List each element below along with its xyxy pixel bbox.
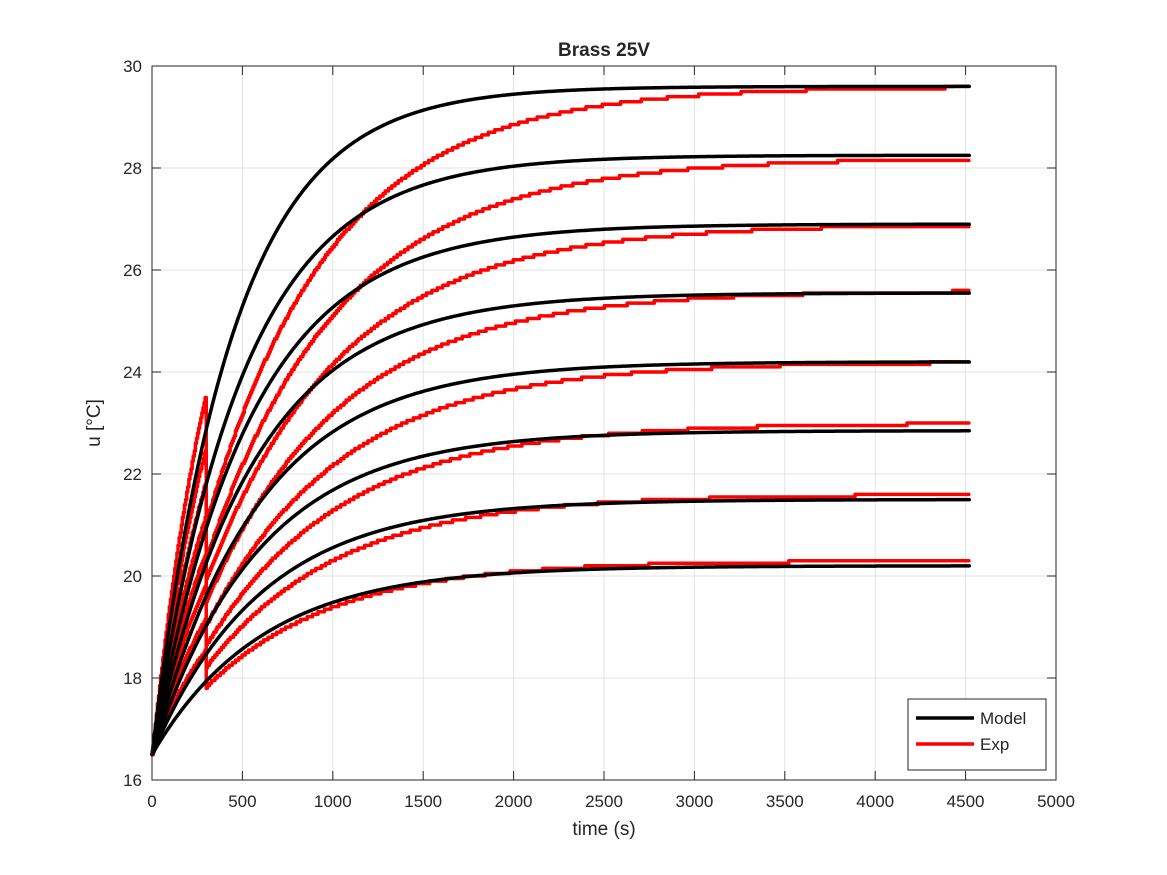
exp-curve-8 <box>150 558 971 757</box>
plot-lines <box>150 84 971 757</box>
x-tick-label: 1000 <box>314 792 352 811</box>
y-tick-label: 26 <box>123 261 142 280</box>
exp-curve-2 <box>150 158 971 757</box>
y-tick-label: 18 <box>123 669 142 688</box>
exp-curve-6 <box>150 421 971 757</box>
x-tick-label: 2000 <box>495 792 533 811</box>
legend-label-exp: Exp <box>980 735 1009 754</box>
model-curve-5 <box>150 360 971 757</box>
x-tick-label: 0 <box>147 792 156 811</box>
x-tick-label: 3000 <box>675 792 713 811</box>
exp-curve-5 <box>150 360 971 757</box>
model-curve-8 <box>150 564 971 757</box>
y-axis-label: u [°C] <box>84 399 105 447</box>
model-curve-2 <box>150 153 971 757</box>
model-curve-3 <box>150 222 971 757</box>
x-tick-label: 500 <box>228 792 256 811</box>
x-axis-label: time (s) <box>572 819 635 840</box>
axis-ticks: 0 500 1000 1500 2000 2500 3000 3500 4000 4500 5000… <box>123 57 1075 811</box>
model-curve-6 <box>150 429 971 757</box>
exp-curve-1 <box>150 84 971 757</box>
x-tick-label: 5000 <box>1037 792 1075 811</box>
model-curve-4 <box>150 291 971 757</box>
y-tick-label: 30 <box>123 57 142 76</box>
y-tick-label: 22 <box>123 465 142 484</box>
y-tick-label: 28 <box>123 159 142 178</box>
y-tick-label: 20 <box>123 567 142 586</box>
x-tick-label: 3500 <box>766 792 804 811</box>
legend-box <box>907 698 1047 771</box>
chart-title: Brass 25V <box>558 40 650 61</box>
x-tick-label: 4500 <box>947 792 985 811</box>
legend: Model Exp <box>907 698 1047 771</box>
x-tick-label: 1500 <box>404 792 442 811</box>
model-curve-7 <box>150 497 971 757</box>
exp-curve-7 <box>150 492 971 757</box>
model-curve-1 <box>150 84 971 757</box>
y-tick-label: 24 <box>123 363 142 382</box>
exp-curve-3 <box>150 224 971 757</box>
x-tick-label: 4000 <box>856 792 894 811</box>
y-tick-label: 16 <box>123 771 142 790</box>
legend-label-model: Model <box>980 709 1026 728</box>
x-tick-label: 2500 <box>585 792 623 811</box>
